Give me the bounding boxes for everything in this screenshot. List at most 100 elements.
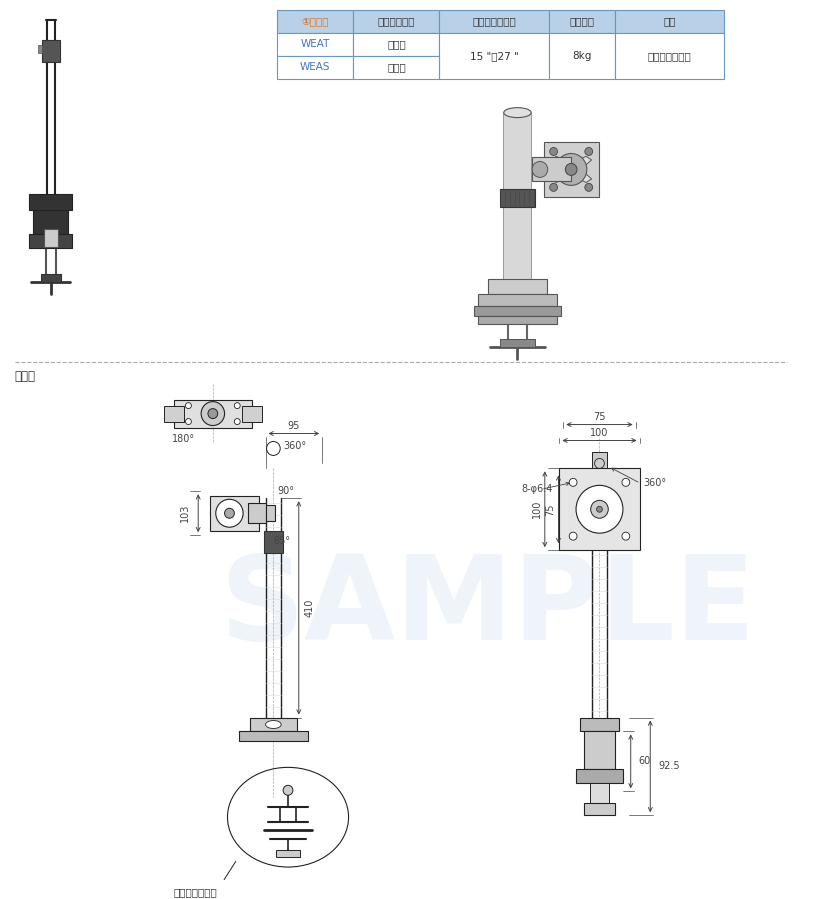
Bar [500, 190, 535, 208]
Text: WEAT: WEAT [300, 40, 330, 49]
Text: 显示器安装螺丝: 显示器安装螺丝 [648, 51, 691, 61]
Text: 8-φ6.4: 8-φ6.4 [521, 485, 553, 494]
Bar [38, 45, 42, 53]
Circle shape [186, 419, 191, 424]
Bar [479, 316, 557, 324]
Bar [164, 405, 184, 422]
Bar [559, 468, 640, 550]
Polygon shape [551, 166, 576, 182]
Bar [474, 306, 562, 316]
Bar [354, 33, 439, 56]
Bar [277, 850, 300, 857]
Bar [277, 56, 354, 79]
Text: 103: 103 [180, 504, 190, 522]
Text: 180°: 180° [172, 433, 195, 443]
Bar [584, 732, 615, 770]
Ellipse shape [504, 108, 531, 118]
Text: 有两种安装方式: 有两种安装方式 [174, 887, 218, 897]
Bar [30, 235, 72, 248]
Text: WEAS: WEAS [300, 62, 331, 72]
Circle shape [585, 183, 593, 191]
Text: 台夹式: 台夹式 [387, 40, 406, 49]
Polygon shape [566, 156, 592, 173]
Bar [44, 229, 57, 247]
Bar [277, 33, 354, 56]
Circle shape [576, 485, 623, 533]
Text: 75: 75 [594, 412, 606, 422]
Bar [41, 274, 61, 282]
Bar [174, 400, 252, 428]
Text: 75: 75 [546, 503, 556, 515]
Bar [544, 141, 599, 197]
Bar [580, 717, 619, 732]
Bar [500, 339, 535, 347]
Circle shape [208, 409, 218, 419]
Bar [479, 294, 557, 306]
Text: 92.5: 92.5 [658, 761, 680, 771]
Bar [210, 496, 259, 531]
Text: SAMPLE: SAMPLE [220, 550, 756, 665]
Bar [354, 56, 439, 79]
Circle shape [597, 506, 603, 512]
Bar [548, 10, 615, 33]
Text: 60: 60 [639, 756, 651, 766]
Text: 附件: 附件 [663, 16, 676, 26]
Text: 410: 410 [305, 599, 314, 617]
Circle shape [569, 532, 577, 540]
Bar [576, 770, 623, 783]
Circle shape [622, 478, 630, 486]
Bar [548, 33, 615, 79]
Bar [277, 10, 354, 33]
Circle shape [550, 183, 557, 191]
Bar [615, 10, 724, 33]
Circle shape [186, 403, 191, 409]
Bar [439, 10, 548, 33]
Bar [354, 10, 439, 33]
Circle shape [234, 419, 241, 424]
Text: 三视图: 三视图 [15, 369, 35, 383]
Text: 360°: 360° [283, 441, 306, 451]
Circle shape [622, 532, 630, 540]
Text: 15 "～27 ": 15 "～27 " [470, 51, 518, 61]
Text: 95: 95 [287, 421, 300, 431]
Bar [504, 112, 531, 279]
Bar [30, 194, 72, 210]
Text: ①类型码: ①类型码 [301, 16, 329, 26]
Circle shape [225, 508, 234, 518]
Circle shape [234, 403, 241, 409]
Bar [265, 505, 275, 521]
Circle shape [532, 162, 548, 177]
Bar [589, 783, 609, 803]
Text: 适用显示器尺寸: 适用显示器尺寸 [472, 16, 516, 26]
Circle shape [201, 402, 225, 425]
Circle shape [569, 478, 577, 486]
Bar [532, 157, 571, 182]
Bar [248, 503, 265, 523]
Bar [584, 803, 615, 815]
Circle shape [550, 147, 557, 156]
Bar [42, 40, 60, 62]
Bar [239, 732, 308, 742]
Text: 最大负重: 最大负重 [570, 16, 594, 26]
Text: 100: 100 [532, 500, 542, 519]
Text: 8kg: 8kg [572, 51, 592, 61]
Bar [242, 405, 262, 422]
Bar [33, 209, 68, 235]
Circle shape [566, 164, 577, 175]
Bar [439, 33, 548, 79]
Text: 底座安装方式: 底座安装方式 [378, 16, 415, 26]
Polygon shape [566, 166, 592, 182]
Bar [250, 717, 297, 732]
Bar [615, 33, 724, 79]
Ellipse shape [265, 720, 281, 728]
Circle shape [283, 786, 293, 796]
Text: 85°: 85° [273, 536, 291, 547]
Text: 360°: 360° [644, 478, 667, 488]
Text: 90°: 90° [277, 486, 294, 496]
Polygon shape [551, 156, 576, 173]
Circle shape [585, 147, 593, 156]
Text: 100: 100 [590, 428, 608, 438]
Bar [264, 531, 283, 553]
Circle shape [216, 499, 243, 527]
Text: 锁孔式: 锁孔式 [387, 62, 406, 72]
